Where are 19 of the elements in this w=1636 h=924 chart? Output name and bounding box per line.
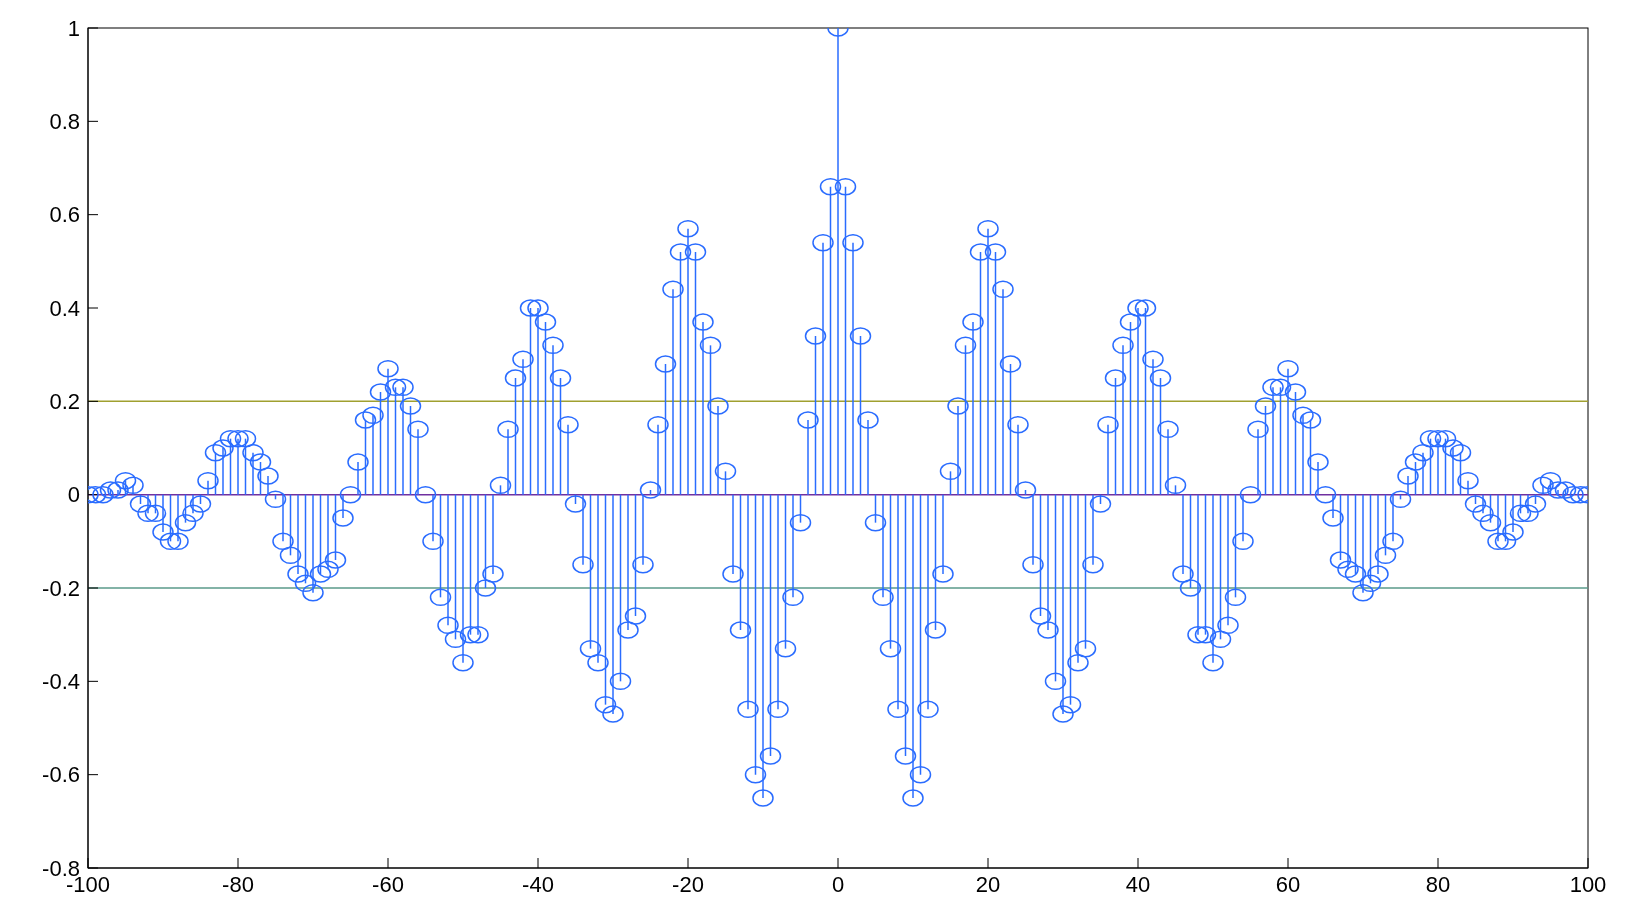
x-tick-label: 80 [1425, 871, 1451, 897]
x-tick-label: -80 [222, 871, 254, 897]
x-tick-label: 20 [975, 871, 1001, 897]
y-tick-label: 0.2 [49, 389, 80, 415]
x-tick-label: 60 [1275, 871, 1301, 897]
y-tick-label: 0.6 [49, 202, 80, 228]
x-tick-label: -20 [672, 871, 704, 897]
y-tick-label: -0.2 [42, 575, 80, 601]
y-tick-label: 1 [67, 15, 80, 41]
y-tick-label: 0.8 [49, 109, 80, 135]
x-tick-label: -60 [372, 871, 404, 897]
y-tick-label: 0.4 [49, 295, 80, 321]
y-tick-label: -0.6 [42, 762, 80, 788]
x-tick-label: 0 [831, 871, 845, 897]
y-tick-label: -0.4 [42, 669, 80, 695]
y-tick-label: 0 [67, 482, 80, 508]
x-tick-label: 40 [1125, 871, 1151, 897]
x-tick-label: -40 [522, 871, 554, 897]
x-tick-label: 100 [1569, 871, 1607, 897]
